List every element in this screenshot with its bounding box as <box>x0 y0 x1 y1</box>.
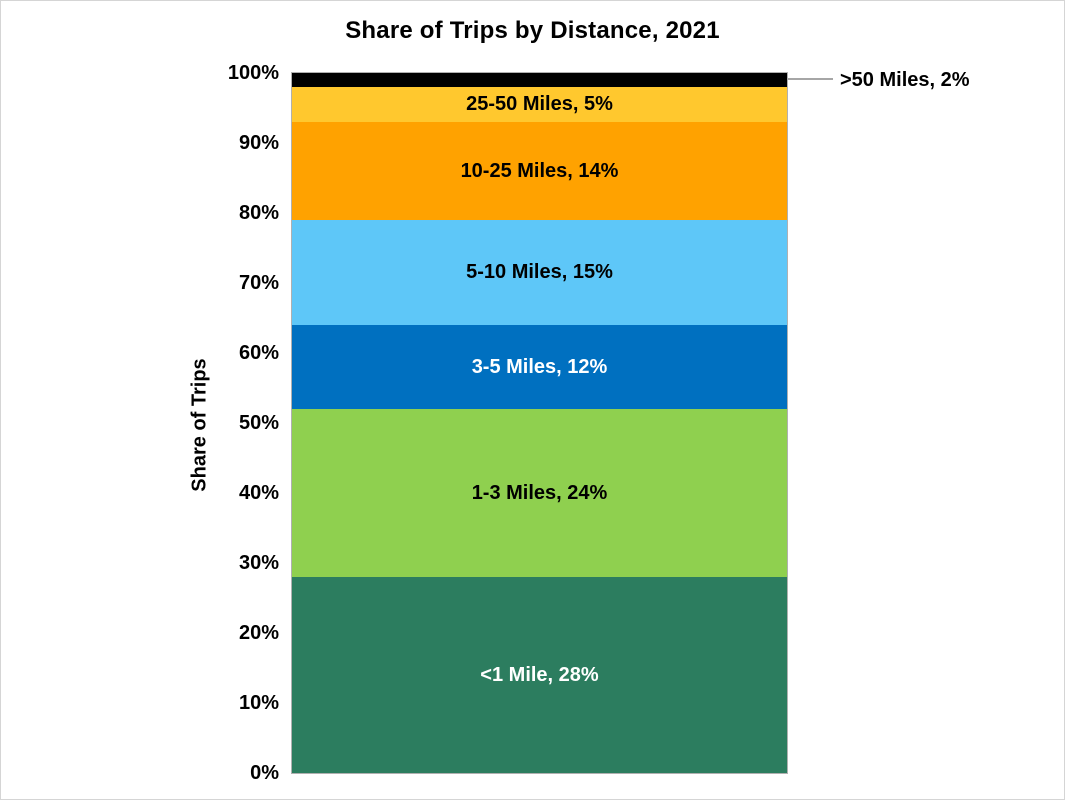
y-tick-label: 0% <box>250 762 279 784</box>
stacked-bar: 25-50 Miles, 5% 10-25 Miles, 14% 5-10 Mile… <box>292 73 787 773</box>
segment-label: <1 Mile, 28% <box>480 663 599 686</box>
y-tick-label: 20% <box>238 622 279 644</box>
bar-segment-1-3-miles: 1-3 Miles, 24% <box>292 409 787 577</box>
y-tick-label: 100% <box>227 62 279 84</box>
y-tick-label: 70% <box>238 272 279 294</box>
chart-title: Share of Trips by Distance, 2021 <box>345 17 720 44</box>
callout-label: >50 Miles, 2% <box>840 69 970 91</box>
y-tick-label: 30% <box>238 552 279 574</box>
bar-segment-25-50-miles: 25-50 Miles, 5% <box>292 87 787 122</box>
bar-segment-5-10-miles: 5-10 Miles, 15% <box>292 220 787 325</box>
segment-label: 5-10 Miles, 15% <box>466 261 613 283</box>
bar-segment-1-mile: <1 Mile, 28% <box>292 577 787 773</box>
segment-label: 10-25 Miles, 14% <box>460 159 619 182</box>
y-tick-label: 90% <box>238 132 279 154</box>
bar-segment-50-miles <box>292 73 787 87</box>
y-tick-label: 50% <box>238 412 279 434</box>
segment-label: 25-50 Miles, 5% <box>466 93 613 115</box>
y-tick-label: 40% <box>238 482 279 504</box>
y-tick-label: 80% <box>238 202 279 224</box>
callout-leader-line <box>788 78 833 80</box>
segment-label: 1-3 Miles, 24% <box>471 481 608 504</box>
bar-segment-10-25-miles: 10-25 Miles, 14% <box>292 122 787 220</box>
segment-label: 3-5 Miles, 12% <box>471 355 608 378</box>
y-tick-label: 10% <box>238 692 279 714</box>
bar-segment-3-5-miles: 3-5 Miles, 12% <box>292 325 787 409</box>
y-axis-tick-labels: 0% 10% 20% 30% 40% 50% 60% 70% 80% 90% 100% <box>1 62 279 784</box>
y-tick-label: 60% <box>238 342 279 364</box>
